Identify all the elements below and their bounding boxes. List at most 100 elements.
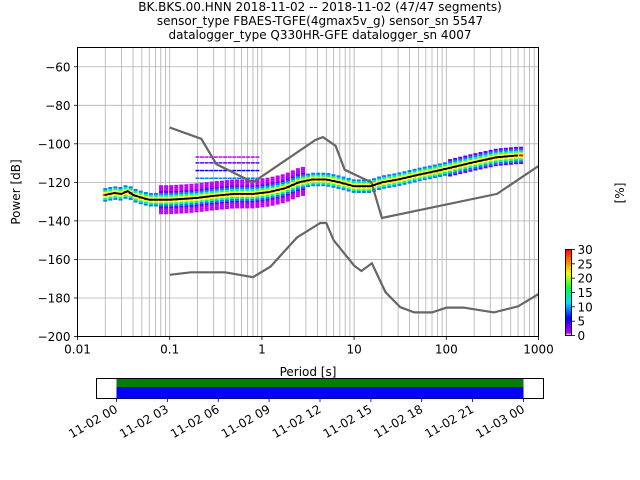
heatmap-cell	[402, 173, 407, 176]
heatmap-cell	[204, 197, 209, 200]
heatmap-cell	[270, 201, 275, 204]
heatmap-cell	[224, 195, 229, 198]
heatmap-cell	[361, 189, 366, 192]
heatmap-cell	[199, 205, 204, 208]
heatmap-cell	[270, 176, 275, 179]
heatmap-cell	[508, 158, 513, 161]
heatmap-cell	[285, 174, 290, 177]
heatmap-cell	[306, 175, 311, 178]
heatmap-cell	[230, 179, 235, 182]
heatmap-cell	[209, 181, 214, 184]
heatmap-cell	[219, 207, 224, 210]
heatmap-cell	[275, 179, 280, 182]
heatmap-cell	[488, 163, 493, 166]
heatmap-cell	[301, 168, 306, 171]
heatmap-cell	[285, 182, 290, 185]
heatmap-cell	[143, 203, 148, 206]
heatmap-cell	[189, 206, 194, 209]
heatmap-cell	[295, 177, 300, 180]
heatmap-cell	[209, 202, 214, 205]
heatmap-cell	[503, 163, 508, 166]
heatmap-cell	[189, 191, 194, 194]
heatmap-cell	[346, 181, 351, 184]
heatmap-cell	[194, 200, 199, 203]
heatmap-cell	[265, 196, 270, 199]
heatmap-cell	[250, 177, 255, 180]
y-tick-label: −60	[45, 60, 70, 74]
heatmap-cell	[478, 157, 483, 160]
heatmap-cell	[214, 192, 219, 195]
heatmap-cell	[392, 177, 397, 180]
heatmap-cell	[265, 202, 270, 205]
heatmap-cell	[113, 188, 118, 191]
heatmap-cell	[301, 178, 306, 181]
heatmap-cell	[184, 199, 189, 202]
heatmap-cell	[219, 184, 224, 187]
heatmap-cell	[113, 195, 118, 198]
heatmap-cell	[493, 148, 498, 151]
heatmap-cell	[265, 198, 270, 201]
heatmap-cell	[387, 174, 392, 177]
heatmap-cell	[265, 195, 270, 198]
heatmap-cell	[478, 163, 483, 166]
heatmap-cell	[123, 189, 128, 192]
heatmap-cell	[159, 206, 164, 209]
heatmap-cell	[265, 179, 270, 182]
heatmap-cell	[463, 157, 468, 160]
coverage-tick-label: 11-02 00	[66, 402, 120, 441]
heatmap-cell	[236, 162, 241, 164]
heatmap-cell	[224, 187, 229, 190]
heatmap-cell	[174, 192, 179, 195]
heatmap-cell	[214, 200, 219, 203]
heatmap-cell	[290, 181, 295, 184]
heatmap-cell	[219, 203, 224, 206]
y-tick-label: −140	[38, 214, 71, 228]
heatmap-cell	[214, 208, 219, 211]
heatmap-cell	[519, 158, 524, 161]
heatmap-cell	[184, 205, 189, 208]
heatmap-cell	[290, 193, 295, 196]
heatmap-cell	[295, 185, 300, 188]
heatmap-cell	[260, 193, 265, 196]
y-tick-label: −120	[38, 176, 71, 190]
heatmap-cell	[200, 156, 205, 158]
heatmap-cell	[412, 168, 417, 171]
heatmap-cell	[189, 183, 194, 186]
heatmap-cell	[285, 191, 290, 194]
heatmap-cell	[508, 153, 513, 156]
heatmap-cell	[240, 183, 245, 186]
heatmap-cell	[493, 164, 498, 167]
heatmap-cell	[443, 162, 448, 165]
heatmap-cell	[169, 204, 174, 207]
heatmap-cell	[478, 153, 483, 156]
heatmap-cell	[194, 187, 199, 190]
heatmap-cell	[245, 194, 250, 197]
heatmap-cell	[260, 189, 265, 192]
heatmap-cell	[372, 185, 377, 188]
heatmap-cell	[189, 201, 194, 204]
heatmap-cell	[159, 194, 164, 197]
heatmap-cell	[218, 177, 223, 180]
heatmap-cell	[179, 186, 184, 189]
heatmap-cell	[326, 184, 331, 187]
heatmap-cell	[412, 178, 417, 181]
heatmap-cell	[427, 175, 432, 178]
heatmap-cell	[218, 162, 223, 164]
title-line-3: datalogger_type Q330HR-GFE datalogger_sn…	[168, 28, 472, 42]
psd-heatmap	[103, 146, 524, 215]
heatmap-cell	[301, 172, 306, 175]
heatmap-cell	[285, 189, 290, 192]
heatmap-cell	[341, 176, 346, 179]
heatmap-cell	[295, 179, 300, 182]
heatmap-cell	[301, 184, 306, 187]
heatmap-cell	[361, 191, 366, 193]
coverage-bar-green	[116, 379, 524, 387]
heatmap-cell	[214, 186, 219, 189]
heatmap-cell	[488, 149, 493, 152]
heatmap-cell	[341, 188, 346, 191]
heatmap-cell	[280, 201, 285, 204]
heatmap-cell	[200, 162, 205, 164]
heatmap-cell	[260, 199, 265, 202]
heatmap-cell	[240, 200, 245, 203]
heatmap-cell	[372, 178, 377, 181]
